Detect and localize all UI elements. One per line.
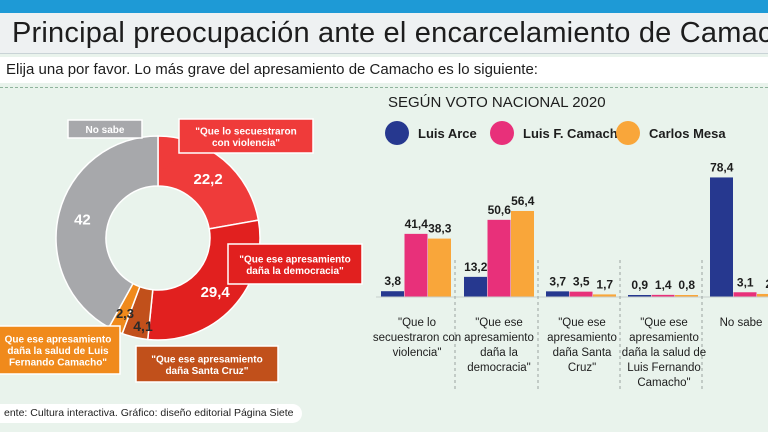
bar-category-label: daña la xyxy=(480,347,518,359)
bar-category-label: apresamiento xyxy=(547,332,617,344)
bar-category-label: "Que ese xyxy=(640,317,688,329)
bar-value-label: 3,5 xyxy=(573,275,590,289)
bar-value-label: 3,1 xyxy=(737,275,754,289)
title-band xyxy=(0,13,768,54)
bar-value-label: 1,4 xyxy=(655,278,672,292)
bar-value-label: 38,3 xyxy=(428,222,452,236)
question-band xyxy=(0,57,768,83)
pie-callout-text: daña Santa Cruz" xyxy=(165,366,248,377)
pie-callout-text: "Que ese apresamiento xyxy=(239,254,350,265)
survey-question: Elija una por favor. Lo más grave del ap… xyxy=(6,61,538,78)
bar-2 xyxy=(675,295,698,297)
bar-category-label: daña Santa xyxy=(553,347,612,359)
pie-callout-box xyxy=(0,325,121,375)
pie-callout-box xyxy=(227,243,363,285)
bar-category-label: apresamiento xyxy=(629,332,699,344)
bar-0 xyxy=(710,177,733,297)
pie-value-label: 42 xyxy=(74,212,91,229)
legend-label: Luis F. Camacho xyxy=(523,126,626,141)
legend-swatch xyxy=(490,121,514,145)
legend-swatch xyxy=(616,121,640,145)
bar-value-label: 3,8 xyxy=(384,274,401,288)
bar-value-label: 13,2 xyxy=(464,260,488,274)
top-accent-bar xyxy=(0,0,768,13)
bar-value-label: 2 xyxy=(765,277,768,291)
pie-callout-text: No sabe xyxy=(86,125,125,136)
bar-value-label: 56,4 xyxy=(511,194,535,208)
bar-0 xyxy=(464,276,487,297)
pie-callout-text: "Que lo secuestraron xyxy=(195,126,296,137)
pie-value-label: 29,4 xyxy=(201,284,231,301)
bar-category-label: secuestraron con xyxy=(373,332,461,344)
legend-swatch xyxy=(385,121,409,145)
pie-callout-text: daña la salud de Luis xyxy=(7,346,109,357)
bar-0 xyxy=(628,295,651,297)
bar-category-label: Cruz" xyxy=(568,362,596,374)
bar-value-label: 78,4 xyxy=(710,160,734,174)
bar-value-label: 0,9 xyxy=(631,278,648,292)
pie-value-label: 22,2 xyxy=(193,171,222,188)
bar-category-label: apresamiento xyxy=(464,332,534,344)
pie-callout-box xyxy=(67,119,143,139)
pie-callout-box xyxy=(178,118,314,154)
source-note: ente: Cultura interactiva. Gráfico: dise… xyxy=(0,404,302,423)
bar-category-label: Luis Fernando xyxy=(627,362,701,374)
bar-value-label: 41,4 xyxy=(405,217,429,231)
pie-callout-text: Fernando Camacho" xyxy=(9,358,107,369)
bar-2 xyxy=(428,238,451,297)
bar-category-label: daña la salud de xyxy=(622,347,706,359)
pie-callout-text: daña la democracia" xyxy=(246,266,344,277)
pie-value-label: 2,3 xyxy=(116,306,134,321)
bar-1 xyxy=(404,233,428,297)
bar-chart-title: SEGÚN VOTO NACIONAL 2020 xyxy=(388,94,606,111)
pie-value-label: 4,1 xyxy=(133,318,153,334)
legend-label: Carlos Mesa xyxy=(649,126,726,141)
bar-category-label: "Que lo xyxy=(398,317,436,329)
bar-1 xyxy=(569,291,593,297)
bar-2 xyxy=(757,293,768,297)
bar-category-label: violencia" xyxy=(393,347,442,359)
bar-value-label: 0,8 xyxy=(678,278,695,292)
bar-1 xyxy=(733,292,757,297)
pie-callout-text: Que ese apresamiento xyxy=(5,335,112,346)
bar-1 xyxy=(487,219,511,297)
bar-category-label: "Que ese xyxy=(475,317,523,329)
bar-category-label: No sabe xyxy=(720,317,763,329)
bar-2 xyxy=(511,210,534,297)
bar-2 xyxy=(593,294,616,297)
page-title: Principal preocupación ante el encarcela… xyxy=(12,17,768,49)
dashed-divider xyxy=(0,87,768,88)
bar-value-label: 50,6 xyxy=(488,203,512,217)
bar-category-label: Camacho" xyxy=(637,377,690,389)
pie-callout-box xyxy=(135,345,279,383)
legend-label: Luis Arce xyxy=(418,126,477,141)
bar-0 xyxy=(381,291,404,297)
pie-callout-text: con violencia" xyxy=(212,138,280,149)
bar-1 xyxy=(651,294,675,297)
bar-0 xyxy=(546,291,569,297)
pie-callout-text: "Que ese apresamiento xyxy=(151,354,262,365)
bar-value-label: 3,7 xyxy=(549,274,566,288)
bar-category-label: "Que ese xyxy=(558,317,606,329)
bar-category-label: democracia" xyxy=(467,362,531,374)
bar-value-label: 1,7 xyxy=(596,277,613,291)
